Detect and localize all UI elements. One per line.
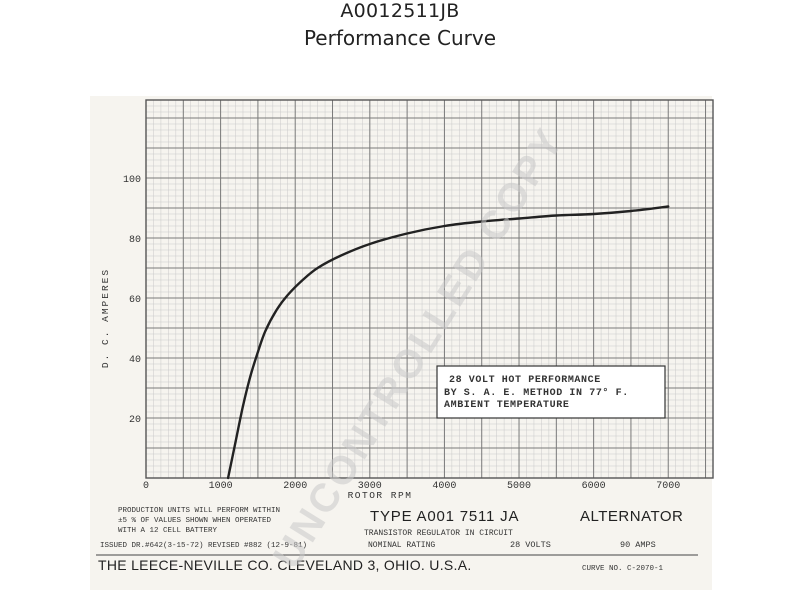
issued-note: ISSUED DR.#642(3-15-72) REVISED #882 (12… — [100, 542, 307, 550]
chart-subtitle: Performance Curve — [303, 26, 497, 50]
curve-point — [593, 213, 595, 215]
x-tick-label: 1000 — [209, 481, 233, 492]
company-name: THE LEECE-NEVILLE CO. CLEVELAND 3, OHIO.… — [98, 557, 472, 573]
x-tick-label: 6000 — [582, 481, 606, 492]
footer-block: PRODUCTION UNITS WILL PERFORM WITHIN ±5 … — [96, 507, 698, 573]
y-tick-label: 80 — [129, 235, 141, 246]
x-tick-label: 5000 — [507, 481, 531, 492]
curve-point — [257, 351, 259, 353]
y-tick-label: 20 — [129, 415, 141, 426]
production-note-1: PRODUCTION UNITS WILL PERFORM WITHIN — [118, 507, 280, 515]
curve-point — [555, 214, 557, 217]
curve-point — [667, 205, 669, 208]
regulator-note: TRANSISTOR REGULATOR IN CIRCUIT — [364, 529, 513, 538]
curve-number: CURVE NO. C-2070-1 — [582, 565, 664, 573]
y-tick-label: 60 — [129, 295, 141, 306]
x-axis-tick-labels: 0 1000 2000 3000 4000 5000 6000 7000 — [143, 481, 680, 492]
curve-point — [630, 210, 632, 212]
curve-point — [234, 441, 237, 443]
nominal-rating-label: NOMINAL RATING — [368, 541, 435, 550]
curve-point — [406, 232, 408, 235]
y-axis-tick-labels: 20 40 60 80 100 — [123, 175, 141, 426]
x-tick-label: 2000 — [283, 481, 307, 492]
production-note-2: ±5 % OF VALUES SHOWN WHEN OPERATED — [118, 517, 272, 525]
x-tick-label: 4000 — [432, 481, 456, 492]
curve-point — [443, 225, 446, 227]
curve-point — [302, 279, 304, 281]
amps-rating: 90 AMPS — [620, 540, 656, 550]
curve-point — [287, 294, 289, 296]
type-label: TYPE A001 7511 JA — [370, 508, 519, 525]
curve-point — [369, 243, 371, 245]
volts-rating: 28 VOLTS — [510, 540, 551, 550]
curve-point — [242, 405, 244, 407]
curve-point — [264, 330, 266, 332]
plot-border — [145, 99, 714, 479]
curve-point — [481, 220, 483, 223]
annotation-line-1: 28 VOLT HOT PERFORMANCE — [449, 375, 601, 386]
alternator-label: ALTERNATOR — [580, 508, 683, 525]
annotation-line-2: BY S. A. E. METHOD IN 77° F. — [444, 387, 629, 399]
annotation-box: 28 VOLT HOT PERFORMANCE BY S. A. E. METH… — [436, 365, 666, 419]
curve-point — [275, 309, 278, 311]
y-tick-label: 40 — [129, 355, 141, 366]
x-tick-label: 0 — [143, 481, 149, 492]
series-layer — [226, 205, 670, 480]
annotation-line-3: AMBIENT TEMPERATURE — [444, 400, 569, 411]
x-tick-label: 7000 — [656, 481, 680, 492]
performance-curve-line — [226, 205, 670, 480]
y-axis-label: D. C. AMPERES — [100, 268, 111, 368]
y-tick-label: 100 — [123, 175, 141, 186]
production-note-3: WITH A 12 CELL BATTERY — [118, 527, 218, 535]
curve-point — [518, 217, 520, 220]
curve-point — [316, 267, 319, 269]
x-axis-label: ROTOR RPM — [348, 490, 413, 501]
chart-title: A0012511JB — [340, 0, 460, 22]
curve-point — [339, 255, 341, 257]
x-tick-label: 3000 — [358, 481, 382, 492]
curve-point — [249, 375, 252, 377]
curve-point — [227, 477, 229, 479]
